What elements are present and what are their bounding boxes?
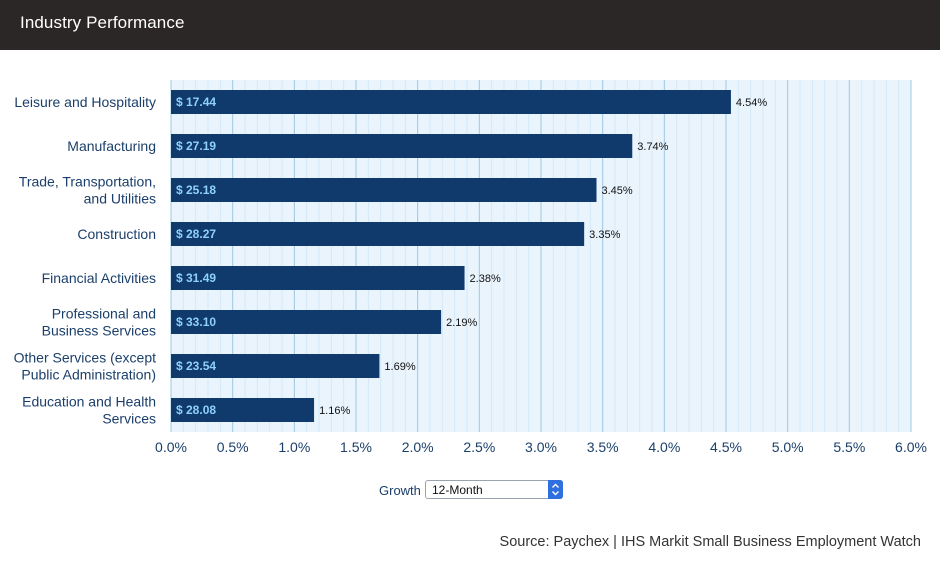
bar [171,90,731,114]
bar [171,178,597,202]
x-tick-label: 0.5% [217,439,249,455]
category-label: Other Services (except [14,350,156,366]
category-label: Trade, Transportation, [19,174,156,190]
category-label: Financial Activities [42,270,156,286]
x-tick-label: 1.0% [278,439,310,455]
bar [171,266,465,290]
bar-label: $ 27.19 [176,139,216,153]
x-tick-label: 2.0% [402,439,434,455]
x-tick-label: 4.0% [648,439,680,455]
industry-bar-chart: 0.0% 0.5% 1.0% 1.5% 2.0% 2.5% 3.0% 3.5% 4.0% 4.5%… [14,80,927,455]
data-label: 1.16% [319,405,350,417]
select-arrows-icon[interactable] [548,480,563,499]
data-label: 2.38% [470,273,501,285]
x-tick-label: 0.0% [155,439,187,455]
x-tick-label: 5.5% [833,439,865,455]
growth-select[interactable]: 12-Month [425,480,563,499]
data-label: 3.45% [602,185,633,197]
bar-label: $ 23.54 [176,359,216,373]
category-label: Business Services [42,323,156,339]
category-label: Education and Health [22,394,156,410]
data-label: 3.35% [589,229,620,241]
growth-control: Growth 12-Month [0,480,940,502]
bar-label: $ 31.49 [176,271,216,285]
growth-label: Growth [379,483,421,498]
bar-label: $ 25.18 [176,183,216,197]
bar [171,310,442,334]
bar-label: $ 17.44 [176,95,216,109]
bar-label: $ 28.27 [176,227,216,241]
bar [171,398,315,422]
bar-label: $ 28.08 [176,403,216,417]
bar [171,222,585,246]
category-label: Services [102,411,156,427]
category-label: and Utilities [84,191,156,207]
x-tick-label: 2.5% [463,439,495,455]
category-label: Construction [77,226,156,242]
data-label: 1.69% [384,361,415,373]
category-label: Public Administration) [21,367,156,383]
category-label: Professional and [52,306,156,322]
x-tick-label: 6.0% [895,439,927,455]
bar [171,354,380,378]
category-label: Leisure and Hospitality [14,94,156,110]
x-tick-label: 5.0% [772,439,804,455]
bar [171,134,633,158]
page-title: Industry Performance [20,13,185,32]
category-label: Manufacturing [67,138,156,154]
x-tick-label: 1.5% [340,439,372,455]
source-note: Source: Paychex | IHS Markit Small Busin… [499,534,921,550]
x-tick-label: 3.0% [525,439,557,455]
bar-label: $ 33.10 [176,315,216,329]
data-label: 3.74% [637,141,668,153]
x-tick-label: 3.5% [587,439,619,455]
data-label: 4.54% [736,97,767,109]
header-bar: Industry Performance [0,0,940,50]
x-tick-label: 4.5% [710,439,742,455]
growth-select-value: 12-Month [432,483,483,497]
data-label: 2.19% [446,317,477,329]
